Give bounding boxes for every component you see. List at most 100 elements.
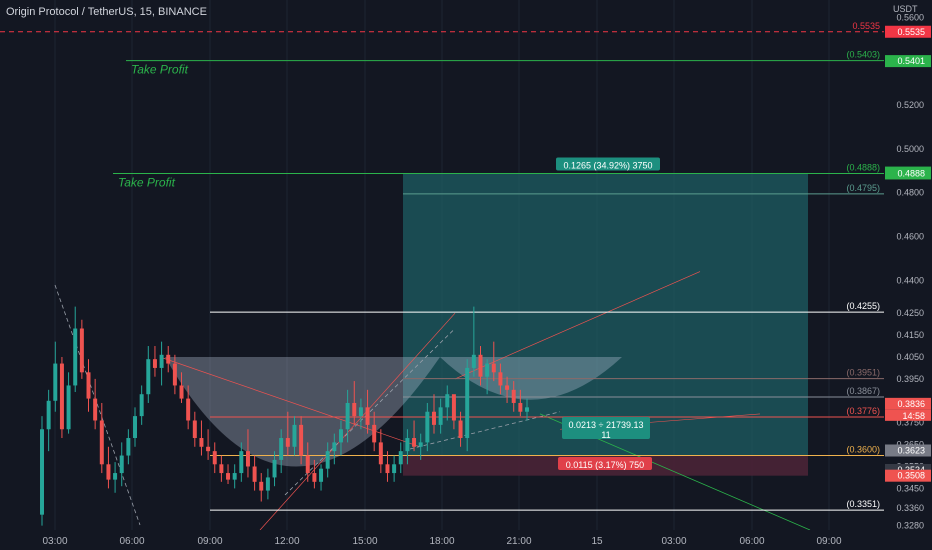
candle-body — [332, 442, 337, 452]
price-badge-text: 0.3508 — [897, 471, 925, 481]
candle-body — [305, 455, 310, 474]
y-tick-label: 0.4600 — [896, 232, 924, 242]
candle-body — [431, 411, 436, 425]
candle-body — [518, 402, 523, 412]
currency-label: USDT — [893, 4, 918, 14]
candle-body — [445, 394, 450, 408]
x-tick-label: 21:00 — [506, 536, 531, 547]
candle-body — [206, 446, 211, 452]
candle-body — [126, 438, 131, 456]
candle-body — [412, 438, 417, 447]
x-tick-label: 15:00 — [352, 536, 377, 547]
take-profit-label: Take Profit — [131, 63, 189, 77]
candle-body — [491, 363, 496, 373]
candle-body — [46, 400, 51, 430]
x-tick-label: 09:00 — [816, 536, 841, 547]
candle-body — [226, 473, 231, 480]
position-label — [562, 417, 650, 439]
candle-body — [498, 372, 503, 386]
candle-body — [106, 464, 111, 480]
candle-body — [172, 363, 177, 386]
candle-body — [465, 367, 470, 439]
y-tick-label: 0.3450 — [896, 483, 924, 493]
y-tick-label: 0.4400 — [896, 275, 924, 285]
x-tick-label: 03:00 — [661, 536, 686, 547]
candle-body — [133, 416, 138, 439]
y-tick-label: 0.4800 — [896, 188, 924, 198]
stop-label-text: 0.0115 (3.17%) 750 — [566, 460, 644, 470]
candle-body — [398, 451, 403, 465]
candle-body — [79, 328, 84, 373]
candle-body — [345, 402, 350, 430]
price-level-label: 0.5535 — [852, 21, 880, 31]
candle-body — [245, 451, 250, 467]
candle-body — [279, 438, 284, 460]
candle-body — [166, 354, 171, 364]
target-label-text: 0.1265 (34.92%) 3750 — [563, 160, 652, 170]
candle-body — [392, 464, 397, 474]
price-badge — [885, 397, 931, 410]
candle-body — [53, 363, 58, 401]
candle-body — [418, 442, 423, 447]
y-tick-label: 0.5000 — [896, 144, 924, 154]
candle-body — [66, 385, 71, 430]
x-tick-label: 15 — [591, 536, 603, 547]
trend-line — [259, 312, 456, 531]
candle-body — [312, 473, 317, 482]
candle-body — [232, 473, 237, 480]
candle-body — [40, 429, 44, 515]
candle-body — [352, 402, 357, 417]
candle-body — [219, 464, 224, 474]
y-tick-label: 0.4050 — [896, 352, 924, 362]
price-badge — [885, 25, 931, 38]
price-badge-text: 0.5535 — [897, 27, 925, 37]
candle-body — [212, 451, 217, 465]
x-tick-label: 03:00 — [42, 536, 67, 547]
position-label-text: 0.0213 ÷ 21739.13 — [568, 420, 643, 430]
price-badge-text: 0.3623 — [897, 446, 925, 456]
candle-body — [93, 398, 98, 421]
candle-body — [146, 359, 151, 395]
candle-body — [471, 354, 476, 368]
stop-label — [558, 457, 652, 470]
trend-line — [284, 328, 456, 496]
x-tick-label: 06:00 — [119, 536, 144, 547]
trend-line — [454, 271, 701, 380]
candle-body — [59, 363, 64, 430]
y-tick-label: 0.5600 — [896, 13, 924, 23]
x-tick-label: 06:00 — [739, 536, 764, 547]
price-level-label: (0.4888) — [846, 162, 880, 172]
candle-body — [152, 359, 157, 368]
candle-body — [119, 455, 124, 474]
candle-body — [425, 411, 430, 443]
candle-body — [239, 451, 244, 474]
candle-body — [192, 420, 197, 439]
y-tick-label: 0.3280 — [896, 521, 924, 531]
target-label — [556, 157, 660, 171]
price-level-label: (0.4255) — [846, 301, 880, 311]
candle-body — [385, 464, 390, 474]
trend-line — [54, 284, 141, 526]
candle-body — [325, 451, 330, 469]
candle-body — [511, 389, 516, 403]
candle-body — [365, 407, 370, 425]
candle-body — [319, 468, 324, 482]
x-tick-label: 18:00 — [429, 536, 454, 547]
candle-body — [139, 394, 144, 417]
candle-body — [285, 438, 290, 447]
candle-body — [99, 420, 104, 465]
y-tick-label: 0.4150 — [896, 330, 924, 340]
cup-shape — [165, 356, 440, 467]
time-axis — [0, 530, 932, 550]
candle-body — [505, 385, 510, 390]
candle-body — [405, 438, 410, 452]
candle-body — [186, 398, 191, 421]
candle-body — [259, 481, 264, 491]
candle-body — [372, 424, 377, 443]
candle-body — [458, 420, 463, 439]
candle-body — [525, 407, 529, 412]
price-badge-text: 0.3836 — [897, 399, 925, 409]
price-level-label: (0.3776) — [846, 406, 880, 416]
y-tick-label: 0.4250 — [896, 308, 924, 318]
